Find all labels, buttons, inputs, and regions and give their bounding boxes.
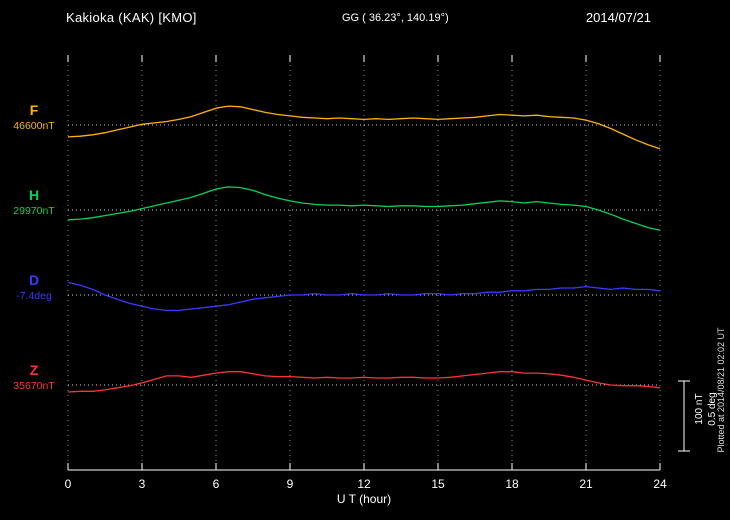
channel-letter-F: F	[29, 102, 39, 118]
trace-H	[67, 186, 661, 231]
x-tick-label: 18	[505, 477, 519, 491]
channel-label-block-H: H 29970nT	[4, 188, 64, 217]
x-tick-label: 0	[65, 477, 72, 491]
channel-baseline-value-F: 46600nT	[13, 120, 55, 132]
x-tick-label: 21	[579, 477, 593, 491]
channel-label-block-D: D -7.4deg	[4, 273, 64, 302]
x-tick-label: 12	[357, 477, 371, 491]
channel-letter-D: D	[28, 272, 40, 288]
x-tick-label: 9	[287, 477, 294, 491]
station-title: Kakioka (KAK) [KMO]	[66, 10, 197, 25]
geographic-coordinates: GG ( 36.23°, 140.19°)	[342, 12, 449, 24]
trace-D	[67, 281, 661, 312]
channel-label-block-F: F 46600nT	[4, 103, 64, 132]
plotted-at-note: Plotted at 2014/08/21 02:02 UT	[716, 327, 726, 453]
channel-baseline-value-H: 29970nT	[13, 205, 55, 217]
channel-baseline-value-Z: 35670nT	[13, 380, 55, 392]
observation-date: 2014/07/21	[585, 10, 651, 25]
channel-letter-H: H	[28, 187, 40, 203]
channel-baseline-value-D: -7.4deg	[16, 290, 52, 302]
x-tick-label: 6	[213, 477, 220, 491]
x-tick-label: 24	[653, 477, 667, 491]
channel-letter-Z: Z	[29, 362, 39, 378]
trace-Z	[67, 371, 661, 393]
x-tick-label: 15	[431, 477, 445, 491]
scale-nt-label: 100 nT	[694, 393, 705, 425]
channel-label-block-Z: Z 35670nT	[4, 363, 64, 392]
x-tick-label: 3	[139, 477, 146, 491]
trace-F	[67, 105, 661, 150]
x-axis-title: U T (hour)	[336, 492, 392, 506]
